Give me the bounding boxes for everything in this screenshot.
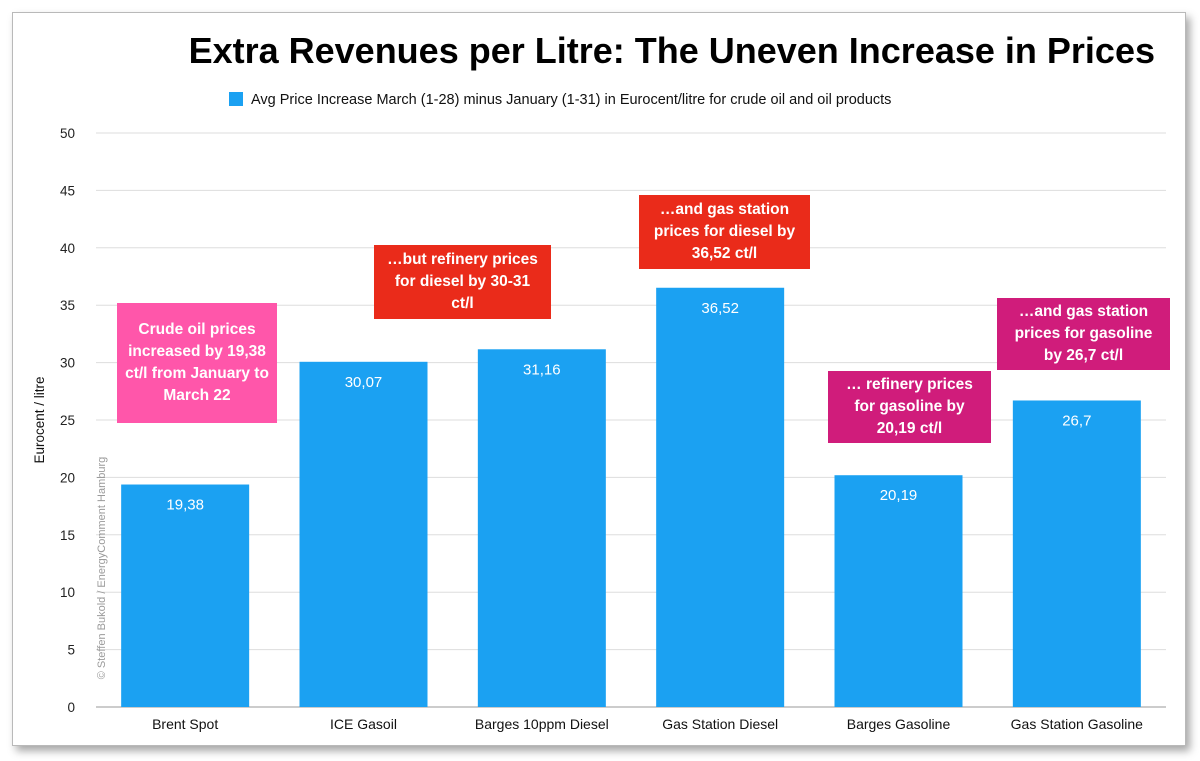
bar-value-label: 30,07 <box>345 374 383 391</box>
bar-value-label: 36,52 <box>701 300 739 317</box>
bar <box>121 484 250 707</box>
y-tick-label: 10 <box>60 585 75 600</box>
x-tick-label: Brent Spot <box>152 716 218 732</box>
chart-frame: Extra Revenues per Litre: The Uneven Inc… <box>12 12 1186 746</box>
bar-chart: Extra Revenues per Litre: The Uneven Inc… <box>32 30 1166 732</box>
y-axis-label: Eurocent / litre <box>32 376 47 463</box>
y-tick-label: 5 <box>67 643 75 658</box>
bar-value-label: 31,16 <box>523 361 561 378</box>
bar-value-label: 19,38 <box>166 497 204 514</box>
bar <box>656 287 785 707</box>
bar <box>477 349 606 707</box>
bar-value-label: 20,19 <box>880 487 918 504</box>
y-tick-label: 15 <box>60 528 75 543</box>
y-tick-label: 0 <box>67 700 75 715</box>
annotation-refinery-gasoline: … refinery prices for gasoline by 20,19 … <box>828 371 991 443</box>
y-tick-label: 25 <box>60 413 75 428</box>
y-tick-label: 30 <box>60 356 75 371</box>
credit-text: © Steffen Bukold / EnergyComment Hamburg <box>96 457 108 680</box>
y-tick-label: 20 <box>60 470 75 485</box>
y-tick-label: 45 <box>60 183 75 198</box>
annotation-station-gasoline: …and gas station prices for gasoline by … <box>997 298 1170 370</box>
y-tick-label: 50 <box>60 126 75 141</box>
x-tick-label: Barges 10ppm Diesel <box>475 716 609 732</box>
bar <box>834 475 963 707</box>
bar <box>1012 400 1141 707</box>
legend-swatch <box>229 92 243 106</box>
legend-label: Avg Price Increase March (1-28) minus Ja… <box>251 92 891 108</box>
x-tick-label: ICE Gasoil <box>330 716 397 732</box>
x-tick-label: Barges Gasoline <box>847 716 951 732</box>
x-tick-label: Gas Station Gasoline <box>1011 716 1144 732</box>
y-tick-label: 35 <box>60 298 75 313</box>
chart-title: Extra Revenues per Litre: The Uneven Inc… <box>189 30 1155 71</box>
y-tick-label: 40 <box>60 241 75 256</box>
annotation-station-diesel: …and gas station prices for diesel by 36… <box>639 195 810 269</box>
x-tick-label: Gas Station Diesel <box>662 716 778 732</box>
bar <box>299 361 428 707</box>
annotation-refinery-diesel: …but refinery prices for diesel by 30-31… <box>374 245 551 319</box>
bar-value-label: 26,7 <box>1062 412 1091 429</box>
annotation-brent: Crude oil prices increased by 19,38 ct/l… <box>117 303 277 423</box>
